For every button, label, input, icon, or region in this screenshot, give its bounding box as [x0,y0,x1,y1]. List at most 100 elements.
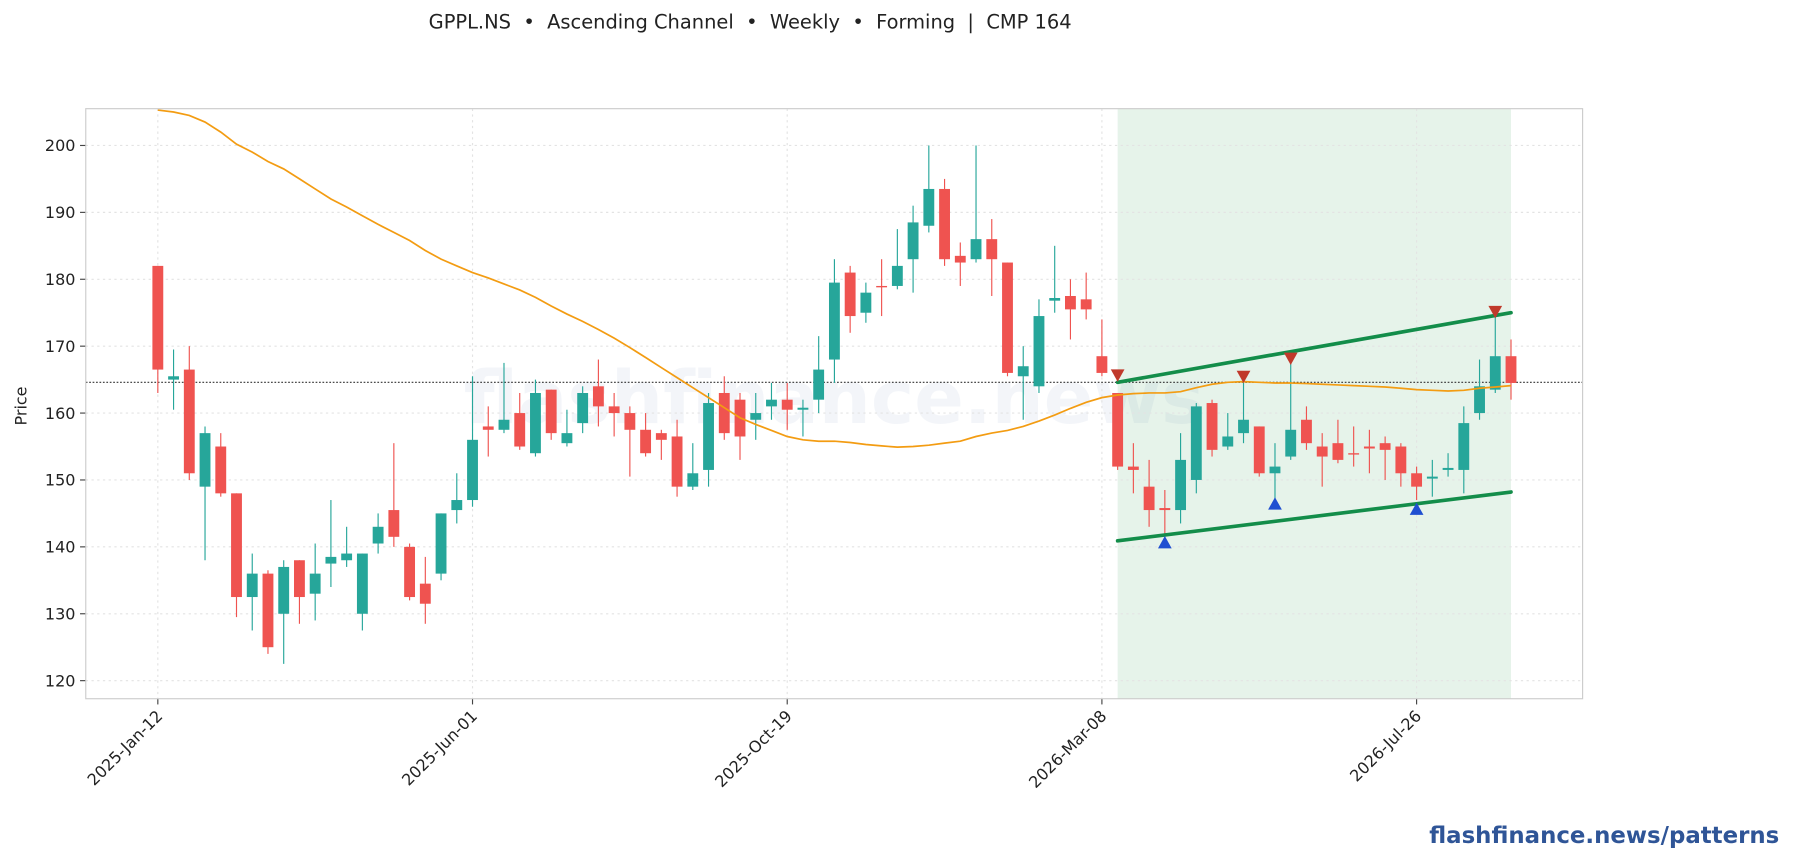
candle-body [1253,426,1265,474]
candle-body [1426,476,1438,479]
candle-body [813,369,825,400]
candle-body [671,436,683,487]
candle-body [1316,446,1328,457]
candle-body [152,265,164,370]
plot-frame [85,108,1584,700]
candle-body [451,500,463,511]
candle-body [1127,466,1139,470]
candle-body [718,392,730,434]
pivot-high [1488,305,1503,319]
x-tick-label: 2026-Jul-26 [1346,706,1425,785]
candle-body [1238,419,1249,434]
candle-body [703,403,714,470]
candle-body [482,426,494,430]
y-tick-label: 150 [45,471,76,490]
candle-body [1348,453,1360,455]
candle-body [294,560,305,598]
candle-body [1033,316,1045,387]
candle-body [1159,508,1171,511]
candle-body [1505,356,1517,383]
candle-body [1489,356,1501,390]
candle-body [356,553,368,614]
candle-body [655,433,667,440]
candle-body [891,265,903,286]
y-tick-label: 140 [45,538,76,557]
candle-body [1395,446,1407,474]
candle-body [561,433,573,444]
candle-body [1442,467,1454,470]
y-tick-label: 200 [45,136,76,155]
candle-body [876,285,888,288]
candle-body [1002,262,1013,373]
y-axis-label: Price [11,386,30,425]
candle-body [1474,386,1485,414]
y-tick-label: 190 [45,203,76,222]
candle-body [514,413,526,447]
pivot-high [1283,352,1298,366]
y-tick-label: 130 [45,604,76,623]
candle-body [215,446,227,494]
candle-body [1112,392,1124,467]
candle-body [168,376,179,380]
x-tick-label: 2025-Jun-01 [398,706,481,789]
candle-body [309,573,321,594]
candle-body [844,272,856,317]
candle-body [766,399,777,407]
candle-body [262,573,274,648]
y-tick-label: 180 [45,270,76,289]
candle-body [608,406,620,414]
candle-body [828,282,840,360]
moving-average [157,109,1512,449]
y-tick-label: 170 [45,337,76,356]
candle-body [231,493,242,598]
channel-upper [1115,310,1513,385]
candle-body [1206,403,1218,450]
candle-body [404,546,416,598]
candle-body [577,392,589,424]
channel-zone [1117,108,1512,699]
x-tick-label: 2025-Oct-19 [711,706,796,791]
candle-body [907,222,919,260]
candle-body [1285,429,1297,457]
candle-body [781,399,793,410]
candle-body [1363,446,1375,449]
candle-body [1190,406,1202,480]
candle-body [1017,366,1029,377]
candle-body [1049,298,1061,301]
candle-body [1411,473,1423,487]
candle-body [246,573,258,598]
y-tick-label: 160 [45,404,76,423]
candle-body [1379,443,1391,450]
candle-body [970,239,982,260]
candle-body [1143,486,1155,511]
candle-body [545,389,557,434]
candle-body [624,413,636,430]
candle-body [372,526,384,544]
candle-body [640,429,652,454]
candle-body [388,510,400,537]
candle-body [954,255,966,263]
candle-body [797,407,809,410]
candle-body [199,433,211,487]
candle-body [687,473,699,487]
candle-body [498,419,510,430]
candle-body [1175,459,1187,511]
candle-body [1065,295,1076,310]
pivot-low [1268,497,1282,510]
candle-body [592,386,604,407]
candle-body [419,583,431,604]
x-tick-label: 2026-Mar-08 [1025,706,1110,791]
candle-body [1458,423,1470,470]
candle-body [750,413,762,420]
candle-body [939,188,950,260]
pivot-high [1110,369,1125,382]
candle-body [435,513,447,574]
candle-body [1269,466,1281,474]
y-tick-label: 120 [45,671,76,690]
pivot-low [1409,502,1424,515]
candle-body [530,392,541,454]
source-link[interactable]: flashfinance.news/patterns [1429,823,1779,849]
candle-body [860,292,872,313]
plot-area: flashfinance.news [85,108,1583,699]
